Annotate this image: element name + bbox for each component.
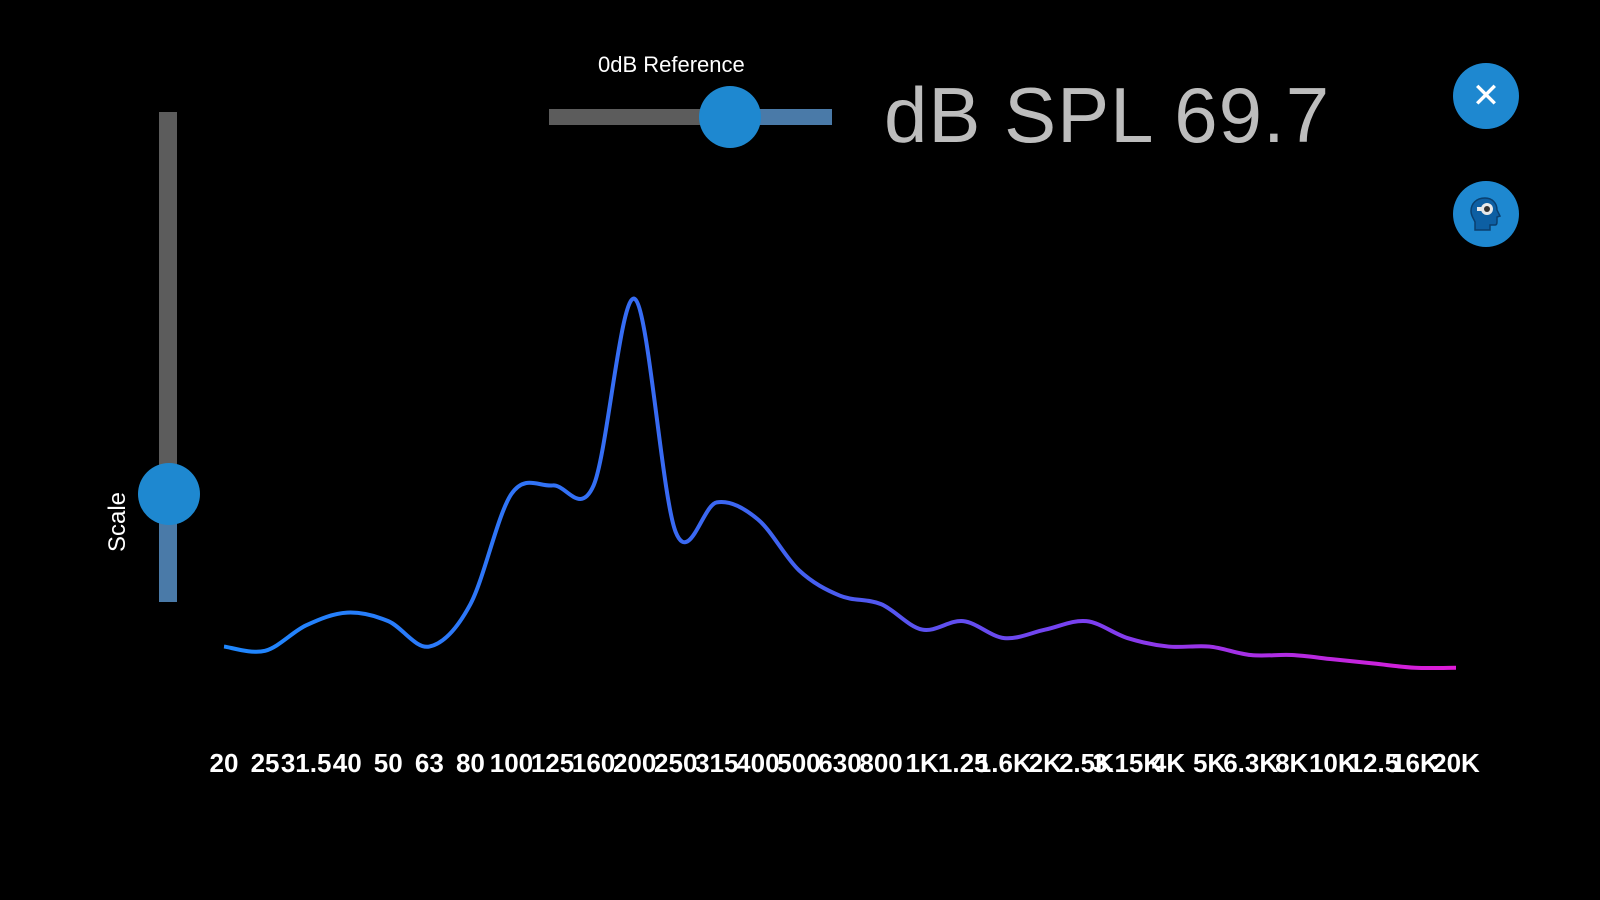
close-icon: ✕ [1471, 76, 1501, 116]
spl-readout: dB SPL 69.7 [884, 71, 1331, 159]
reference-slider-label: 0dB Reference [598, 52, 745, 77]
frequency-tick-label: 20K [1432, 748, 1480, 778]
scale-slider[interactable] [138, 112, 200, 602]
frequency-tick-label: 1K [906, 748, 939, 778]
frequency-tick-label: 125 [531, 748, 574, 778]
frequency-tick-label: 20 [210, 748, 239, 778]
frequency-tick-label: 12.5 [1349, 748, 1400, 778]
frequency-tick-label: 31.5 [281, 748, 332, 778]
frequency-tick-label: 400 [736, 748, 779, 778]
frequency-tick-label: 6.3K [1223, 748, 1278, 778]
frequency-tick-label: 25 [251, 748, 280, 778]
frequency-tick-label: 200 [613, 748, 656, 778]
frequency-tick-label: 4K [1152, 748, 1185, 778]
frequency-tick-label: 5K [1193, 748, 1226, 778]
frequency-tick-label: 80 [456, 748, 485, 778]
frequency-tick-label: 16K [1391, 748, 1439, 778]
reference-slider-thumb[interactable] [699, 86, 762, 148]
frequency-tick-label: 1.6K [977, 748, 1032, 778]
frequency-tick-label: 63 [415, 748, 444, 778]
spectrum-curve [223, 296, 1457, 671]
head-profile-button[interactable] [1453, 181, 1519, 247]
frequency-tick-label: 315 [695, 748, 738, 778]
scale-slider-track-upper[interactable] [159, 112, 177, 495]
frequency-tick-label: 2K [1029, 748, 1062, 778]
scale-slider-thumb[interactable] [138, 463, 200, 526]
frequency-tick-label: 8K [1275, 748, 1308, 778]
reference-slider[interactable] [549, 84, 832, 150]
reference-slider-track-left[interactable] [549, 109, 731, 125]
frequency-tick-label: 2.5K [1059, 748, 1114, 778]
close-button[interactable]: ✕ [1453, 63, 1519, 129]
head-profile-icon [1470, 197, 1502, 231]
frequency-tick-label: 50 [374, 748, 403, 778]
frequency-tick-label: 630 [818, 748, 861, 778]
frequency-tick-label: 10K [1309, 748, 1357, 778]
frequency-tick-label: 1.25 [938, 748, 989, 778]
frequency-tick-label: 40 [333, 748, 362, 778]
frequency-tick-label: 160 [572, 748, 615, 778]
frequency-tick-label: 250 [654, 748, 697, 778]
scale-label: Scale [104, 491, 131, 552]
frequency-tick-label: 800 [859, 748, 902, 778]
frequency-tick-label: 3.15K [1093, 748, 1163, 778]
frequency-tick-label: 500 [777, 748, 820, 778]
frequency-tick-label: 100 [490, 748, 533, 778]
